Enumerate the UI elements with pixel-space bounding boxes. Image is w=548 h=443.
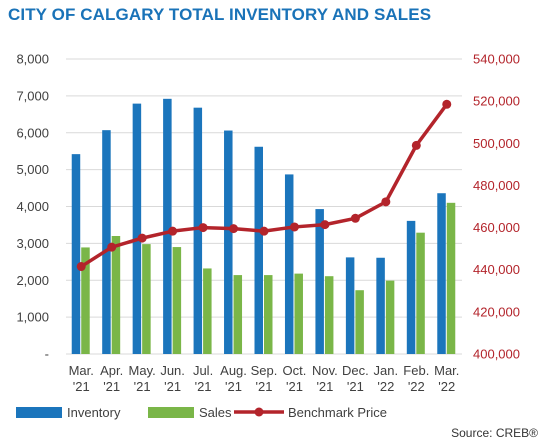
benchmark-price-point: [411, 140, 421, 150]
benchmark-price-point: [198, 223, 208, 233]
inventory-bar: [102, 130, 111, 354]
x-tick-label: Jun.: [160, 363, 185, 378]
left-tick-label: -: [45, 347, 49, 362]
left-tick-label: 2,000: [16, 273, 49, 288]
x-tick-label: Mar.: [434, 363, 459, 378]
sales-bar: [446, 202, 456, 354]
inventory-bar: [406, 220, 416, 354]
benchmark-price-line: [76, 99, 452, 272]
inventory-bar: [284, 174, 294, 354]
x-tick-label-year: '21: [195, 379, 212, 394]
sales-bar: [385, 280, 395, 354]
right-tick-label: 480,000: [473, 178, 520, 193]
legend: Inventory Sales Benchmark Price: [16, 405, 387, 420]
inventory-bar: [315, 209, 324, 354]
right-tick-label: 540,000: [473, 52, 520, 67]
left-tick-label: 5,000: [16, 162, 49, 177]
right-tick-label: 500,000: [473, 136, 520, 151]
x-tick-label-year: '21: [103, 379, 120, 394]
x-tick-label: Aug.: [220, 363, 247, 378]
x-tick-label: Mar.: [69, 363, 94, 378]
sales-bar: [81, 247, 90, 354]
benchmark-price-point: [168, 226, 178, 236]
left-tick-label: 1,000: [16, 310, 49, 325]
left-tick-label: 3,000: [16, 236, 49, 251]
benchmark-price-point: [107, 242, 117, 252]
right-tick-label: 520,000: [473, 94, 520, 109]
benchmark-price-point: [76, 262, 86, 272]
legend-label-benchmark: Benchmark Price: [288, 405, 387, 420]
sales-bar: [111, 236, 121, 354]
x-tick-label-year: '21: [134, 379, 151, 394]
x-tick-label-year: '21: [316, 379, 333, 394]
inventory-bar: [132, 103, 142, 355]
x-tick-label-year: '21: [286, 379, 303, 394]
inventory-bar: [376, 257, 385, 354]
x-tick-label: Dec.: [342, 363, 369, 378]
sales-bar: [172, 247, 182, 354]
x-tick-label-year: '22: [377, 379, 394, 394]
sales-bar: [142, 244, 151, 354]
legend-label-sales: Sales: [199, 405, 232, 420]
x-tick-label: Sep.: [251, 363, 278, 378]
x-axis-labels: Mar.'21Apr.'21May.'21Jun.'21Jul.'21Aug.'…: [69, 363, 460, 394]
x-tick-label: Nov.: [312, 363, 338, 378]
sales-bar: [416, 232, 425, 354]
inventory-bar: [254, 146, 263, 354]
inventory-bar: [437, 193, 446, 354]
benchmark-price-point: [320, 220, 330, 230]
sales-bar: [294, 273, 303, 354]
benchmark-price-point: [137, 233, 147, 243]
legend-swatch-sales: [148, 407, 194, 418]
legend-swatch-inventory: [16, 407, 62, 418]
x-tick-label-year: '22: [438, 379, 455, 394]
right-tick-label: 460,000: [473, 220, 520, 235]
benchmark-price-point: [442, 99, 452, 109]
left-tick-label: 6,000: [16, 125, 49, 140]
left-tick-label: 7,000: [16, 88, 49, 103]
sales-bars: [81, 202, 456, 354]
x-tick-label: Jan.: [374, 363, 399, 378]
sales-bar: [233, 275, 243, 354]
x-tick-label-year: '21: [256, 379, 273, 394]
x-tick-label: Oct.: [283, 363, 307, 378]
inventory-bar: [193, 107, 203, 354]
x-tick-label-year: '22: [408, 379, 425, 394]
x-tick-label: May.: [129, 363, 156, 378]
right-tick-label: 440,000: [473, 262, 520, 277]
sales-bar: [203, 268, 212, 354]
benchmark-price-point: [259, 226, 269, 236]
left-tick-label: 4,000: [16, 199, 49, 214]
x-tick-label-year: '21: [164, 379, 181, 394]
inventory-bar: [224, 130, 233, 354]
right-tick-label: 400,000: [473, 347, 520, 362]
x-tick-label-year: '21: [225, 379, 242, 394]
left-axis-ticks: - 1,000 2,000 3,000 4,000 5,000 6,000 7,000 8,00…: [16, 52, 49, 362]
x-tick-label-year: '21: [73, 379, 90, 394]
inventory-bar: [163, 98, 172, 354]
chart-title: CITY OF CALGARY TOTAL INVENTORY AND SALE…: [8, 5, 432, 24]
x-tick-label: Apr.: [100, 363, 123, 378]
benchmark-price-point: [381, 197, 391, 207]
source-note: Source: CREB®: [451, 426, 538, 440]
legend-swatch-benchmark-point: [254, 407, 264, 417]
right-axis-ticks: 400,000 420,000 440,000 460,000 480,000 500,0…: [473, 52, 520, 362]
left-tick-label: 8,000: [16, 52, 49, 67]
benchmark-price-point: [350, 213, 360, 223]
inventory-bars: [71, 98, 446, 355]
x-tick-label: Jul.: [193, 363, 213, 378]
inventory-bar: [71, 154, 81, 354]
benchmark-price-point: [229, 224, 239, 234]
x-tick-label-year: '21: [347, 379, 364, 394]
benchmark-price-point: [289, 222, 299, 232]
sales-bar: [355, 290, 364, 354]
right-tick-label: 420,000: [473, 304, 520, 319]
sales-bar: [264, 275, 273, 354]
sales-bar: [324, 276, 334, 354]
x-tick-label: Feb.: [403, 363, 429, 378]
inventory-bar: [345, 257, 355, 354]
legend-label-inventory: Inventory: [67, 405, 121, 420]
